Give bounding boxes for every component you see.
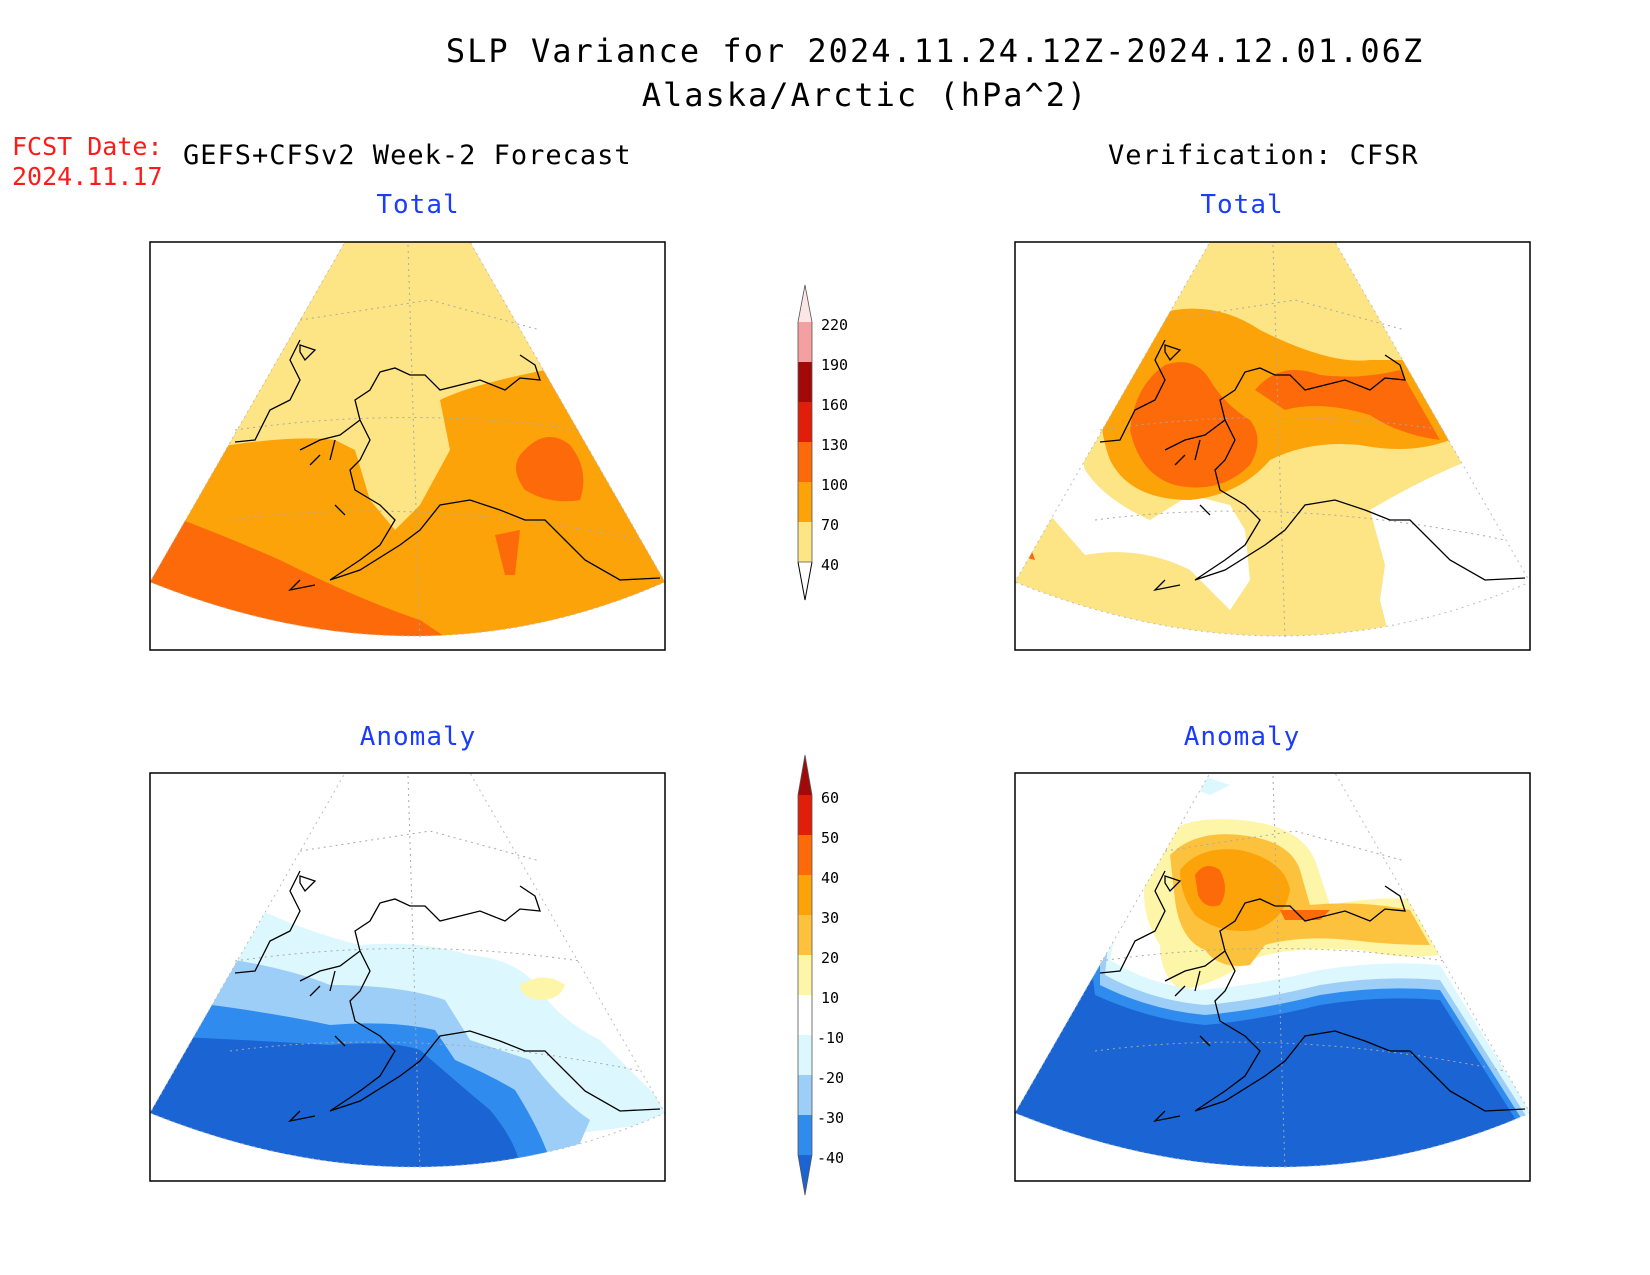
map-forecast-total (149, 241, 666, 641)
fcst-date-label: FCST Date: (12, 132, 163, 161)
panel-title-verification-anomaly: Anomaly (1183, 722, 1301, 752)
colorbar-total-tick-6: 220 (821, 316, 848, 334)
map-verification-anomaly (1014, 772, 1531, 1172)
colorbar-total-bin-190-220 (798, 322, 812, 362)
colorbar-total-tick-0: 40 (821, 556, 839, 574)
colorbar-anomaly-tick-3: -10 (817, 1029, 844, 1047)
colorbar-anomaly-tick-4: 10 (821, 989, 839, 1007)
colorbar-total-tick-2: 100 (821, 476, 848, 494)
colorbar-total-tick-3: 130 (821, 436, 848, 454)
shade-100-130-west (1130, 362, 1258, 488)
colorbar-anomaly-tick-1: -30 (817, 1109, 844, 1127)
fcst-date-value: 2024.11.17 (12, 162, 163, 191)
panel-title-verification-total: Total (1200, 190, 1284, 220)
forecast-header: GEFS+CFSv2 Week-2 Forecast (183, 140, 632, 171)
colorbar-anomaly-tick-7: 40 (821, 869, 839, 887)
panel-title-forecast-anomaly: Anomaly (359, 722, 477, 752)
colorbar-anomaly-tick-8: 50 (821, 829, 839, 847)
main-subtitle: Alaska/Arctic (hPa^2) (641, 76, 1089, 114)
colorbar-anomaly-tick-6: 30 (821, 909, 839, 927)
colorbar-anomaly-bin-40-50 (798, 835, 812, 875)
colorbar-total-bin-130-160 (798, 402, 812, 442)
map-frame-verification-anomaly (1014, 772, 1531, 1182)
colorbar-anomaly-bin-m30-m20 (798, 1075, 812, 1115)
colorbar-total: 40 70 100 130 160 190 220 (797, 284, 848, 601)
map-frame-verification-total (1014, 241, 1531, 651)
colorbar-total-tick-1: 70 (821, 516, 839, 534)
colorbar-anomaly-bin-m40-m30 (798, 1115, 812, 1155)
colorbar-total-top-arrow (798, 285, 812, 322)
colorbar-anomaly-tick-2: -20 (817, 1069, 844, 1087)
colorbar-total-bin-40-70 (798, 522, 812, 562)
colorbar-anomaly-tick-0: -40 (817, 1149, 844, 1167)
shade-100-130-east (516, 437, 584, 502)
colorbar-anomaly-tick-9: 60 (821, 789, 839, 807)
colorbar-anomaly-bin-20-30 (798, 915, 812, 955)
shade-100-130-small (495, 530, 520, 575)
verification-header: Verification: CFSR (1108, 140, 1419, 171)
panel-title-forecast-total: Total (376, 190, 460, 220)
shade-40-50 (1195, 866, 1225, 907)
colorbar-anomaly-top-arrow (798, 755, 812, 795)
main-title: SLP Variance for 2024.11.24.12Z-2024.12.… (445, 32, 1425, 70)
colorbar-anomaly-bin-30-40 (798, 875, 812, 915)
colorbar-anomaly: -40 -30 -20 -10 10 20 30 40 50 60 (797, 754, 844, 1196)
colorbar-total-bin-160-190 (798, 362, 812, 402)
colorbar-anomaly-bin-10-20 (798, 955, 812, 995)
colorbar-total-tick-5: 190 (821, 356, 848, 374)
map-frame-forecast-anomaly (149, 772, 666, 1182)
map-forecast-anomaly (149, 772, 666, 1172)
colorbar-anomaly-bottom-arrow (798, 1155, 812, 1195)
shade-10-20 (520, 977, 565, 1000)
colorbar-total-bin-100-130 (798, 442, 812, 482)
colorbar-anomaly-bin-50-60 (798, 795, 812, 835)
colorbar-anomaly-bin-m20-m10 (798, 1035, 812, 1075)
map-verification-total (1014, 241, 1531, 641)
colorbar-total-tick-4: 160 (821, 396, 848, 414)
colorbar-anomaly-bin-m10-10 (798, 995, 812, 1035)
colorbar-anomaly-tick-5: 20 (821, 949, 839, 967)
colorbar-total-bin-70-100 (798, 482, 812, 522)
map-frame-forecast-total (149, 241, 666, 651)
shade-100-130-east (1255, 370, 1440, 440)
